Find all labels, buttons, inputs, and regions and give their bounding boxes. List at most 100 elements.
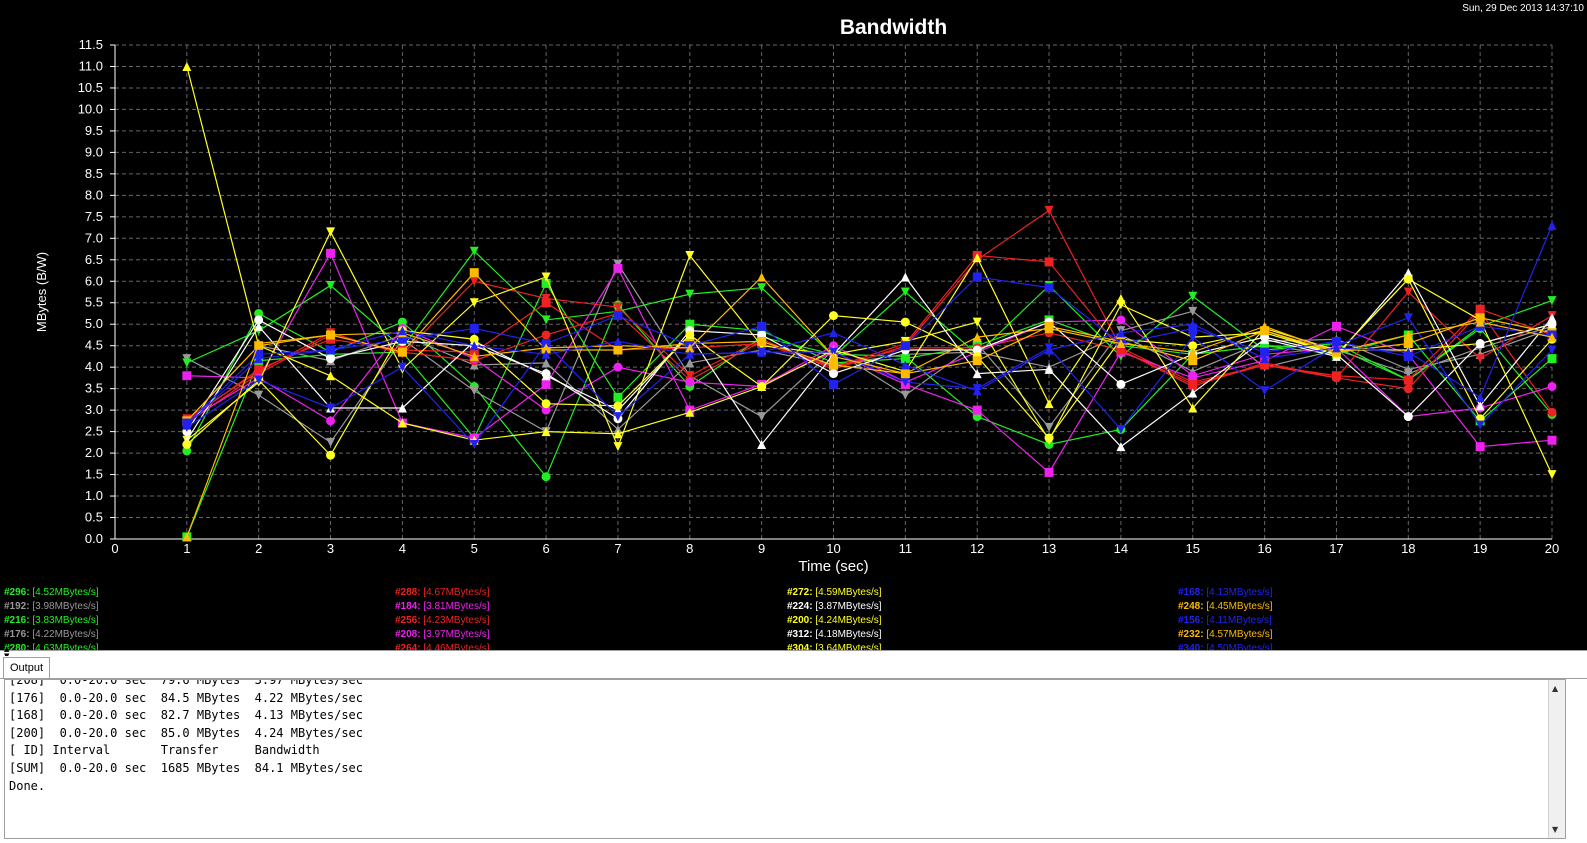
x-tick-label: 9 [758,541,765,556]
data-point-340 [972,386,982,396]
data-point-340 [1547,220,1557,230]
x-tick-label: 13 [1042,541,1056,556]
series-line-256 [186,310,1553,424]
data-point-264 [1260,360,1270,370]
data-point-156 [1331,336,1341,346]
x-tick-label: 5 [471,541,478,556]
output-console[interactable]: [208] 0.0-20.0 sec 79.6 MBytes 3.97 MByt… [4,679,1566,839]
series-line-288 [186,209,1553,420]
x-tick-label: 17 [1329,541,1343,556]
data-point-340 [326,345,336,355]
y-axis-label: MBytes (B/W) [34,252,49,332]
scroll-down-arrow-icon[interactable]: ▼ [1552,825,1559,834]
legend-entry: #272: [4.59MBytes/s] [787,586,882,600]
data-point-232 [182,532,192,542]
data-point-200 [972,253,982,263]
data-point-264 [1116,345,1126,355]
data-point-304 [829,311,838,321]
data-point-232 [469,351,479,361]
legend-series-rate: [4.18MBytes/s] [815,629,882,640]
bandwidth-chart-panel: 0.0 0.5 1.0 1.5 2.0 2.5 3.0 3.5 4.0 4.5 5.0 5.5 6.0 6… [0,0,1587,660]
data-point-248 [972,356,982,366]
data-point-208 [326,416,336,426]
legend-series-rate: [4.23MBytes/s] [423,615,490,626]
legend-series-id: #208: [395,629,424,640]
data-point-224 [1475,401,1485,411]
data-point-168 [900,377,910,387]
legend-series-rate: [4.24MBytes/s] [815,615,882,626]
x-tick-label: 18 [1401,541,1415,556]
x-tick-label: 15 [1186,541,1200,556]
legend-column: #168: [4.13MBytes/s] #248: [4.45MBytes/s]… [1178,586,1273,656]
scroll-up-arrow-icon[interactable]: ▲ [1552,684,1559,693]
data-point-156 [613,311,623,321]
data-point-340 [829,328,838,338]
legend-series-rate: [4.57MBytes/s] [1206,629,1273,640]
y-tick-label: 1.0 [85,488,103,503]
data-point-288 [1403,287,1413,297]
data-point-256 [1547,407,1557,417]
data-point-176 [685,358,695,368]
legend-series-rate: [4.52MBytes/s] [32,587,99,598]
legend-series-id: #340: [1178,643,1207,654]
data-point-340 [1260,354,1270,364]
data-point-232 [757,272,767,282]
tab-output[interactable]: Output [3,657,51,678]
panel-splitter[interactable] [0,650,1587,657]
data-point-168 [397,362,407,372]
legend-series-rate: [3.81MBytes/s] [423,601,490,612]
output-line: Done. [9,778,46,793]
legend-series-id: #184: [395,601,424,612]
data-point-272 [326,227,336,237]
chart-title: Bandwidth [840,16,947,39]
legend-series-id: #216: [4,615,33,626]
data-point-304 [1188,341,1198,351]
data-point-224 [757,439,767,449]
data-point-192 [757,412,767,422]
legend-entry: #232: [4.57MBytes/s] [1178,628,1273,642]
legend-series-id: #176: [4,629,33,640]
x-tick-label: 14 [1114,541,1128,556]
data-point-340 [1188,319,1198,329]
x-tick-label: 4 [399,541,406,556]
data-point-312 [1116,379,1126,389]
data-point-304 [182,439,192,449]
y-tick-label: 6.0 [85,273,103,288]
output-line: [168] 0.0-20.0 sec 82.7 MBytes 4.13 MByt… [9,708,364,723]
data-point-296 [182,446,192,456]
legend-entry: #184: [3.81MBytes/s] [395,600,490,614]
data-point-232 [829,351,838,361]
data-point-224 [1188,388,1198,398]
output-line: [200] 0.0-20.0 sec 85.0 MBytes 4.24 MByt… [9,725,364,740]
data-point-340 [1331,343,1341,353]
output-line: [208] 0.0-20.0 sec 79.6 MBytes 3.97 MByt… [9,679,364,687]
data-point-224 [1547,313,1557,323]
legend-series-id: #224: [787,601,816,612]
data-point-176 [541,358,551,368]
legend-series-rate: [3.97MBytes/s] [423,629,490,640]
legend-entry: #208: [3.97MBytes/s] [395,628,490,642]
data-point-304 [685,330,695,340]
legend-series-id: #312: [787,629,816,640]
data-point-340 [254,354,264,364]
data-point-192 [469,386,479,396]
legend-entry: #168: [4.13MBytes/s] [1178,586,1273,600]
data-point-232 [1403,330,1413,340]
data-point-280 [900,354,910,364]
data-point-184 [1044,467,1054,477]
legend-series-id: #280: [4,643,33,654]
data-point-176 [1403,364,1413,374]
data-point-264 [1188,379,1198,389]
x-tick-label: 12 [970,541,984,556]
y-tick-label: 2.0 [85,445,103,460]
data-point-272 [685,250,695,260]
data-point-224 [254,321,264,331]
data-point-208 [1116,315,1126,325]
y-tick-label: 8.5 [85,166,103,181]
data-point-184 [1331,321,1341,331]
data-point-280 [685,319,695,329]
data-point-156 [1260,347,1270,357]
series-line-312 [186,319,1553,432]
output-scrollbar[interactable]: ▲ ▼ [1548,680,1565,838]
data-point-168 [1403,313,1413,323]
